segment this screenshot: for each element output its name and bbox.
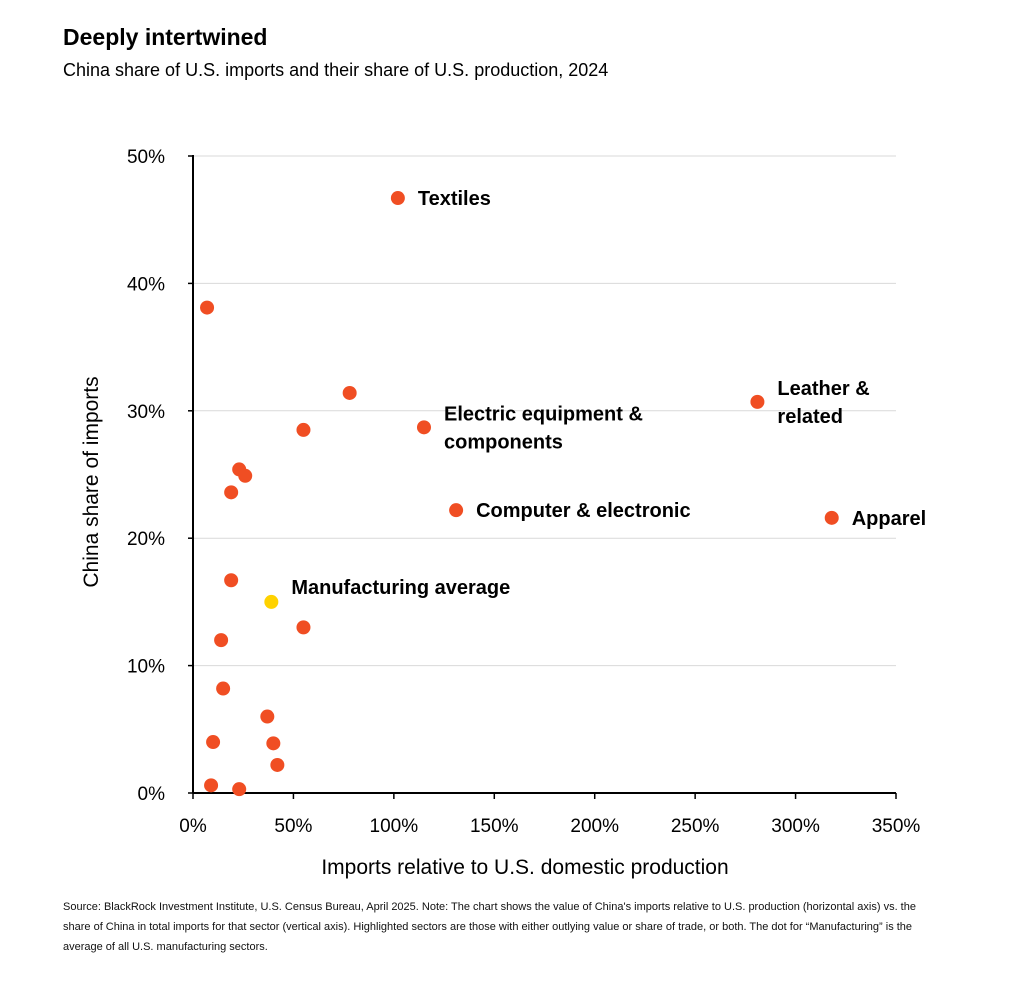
point-label: Textiles bbox=[418, 188, 491, 210]
data-point-5 bbox=[264, 594, 279, 609]
x-tick-label: 0% bbox=[179, 816, 207, 837]
data-point-2 bbox=[449, 503, 464, 518]
data-point-6 bbox=[200, 300, 215, 315]
source-footnote: Source: BlackRock Investment Institute, … bbox=[63, 901, 916, 953]
data-point-21 bbox=[232, 782, 247, 797]
y-tick-labels: 0% 10% 20% 30% 40% 50% bbox=[127, 147, 165, 805]
x-tick-label: 100% bbox=[370, 816, 419, 837]
x-tick-labels: 0% 50% 100% 150% 200% 250% 300% 350% bbox=[179, 816, 920, 837]
chart-title: Deeply intertwined bbox=[63, 24, 268, 50]
y-tick-label: 30% bbox=[127, 402, 165, 423]
data-point-19 bbox=[270, 757, 285, 772]
x-tick-label: 250% bbox=[671, 816, 720, 837]
data-point-13 bbox=[296, 620, 311, 635]
point-label: Electric equipment & components bbox=[444, 403, 643, 453]
point-label: Apparel bbox=[852, 508, 926, 530]
x-tick-label: 200% bbox=[570, 816, 619, 837]
x-tick-label: 350% bbox=[872, 816, 921, 837]
y-tick-label: 40% bbox=[127, 274, 165, 295]
data-point-18 bbox=[266, 736, 281, 751]
point-label: Computer & electronic bbox=[476, 500, 690, 522]
axes bbox=[188, 155, 897, 799]
scatter-chart: 0% 50% 100% 150% 200% 250% 300% 350% 0% 10% 20% 30… bbox=[80, 147, 926, 879]
data-point-17 bbox=[206, 735, 221, 750]
x-tick-label: 150% bbox=[470, 816, 519, 837]
data-point-15 bbox=[216, 681, 231, 696]
y-tick-label: 10% bbox=[127, 657, 165, 678]
data-point-1 bbox=[416, 420, 431, 435]
y-tick-label: 50% bbox=[127, 147, 165, 168]
gridlines bbox=[193, 155, 896, 667]
point-label: Leather & related bbox=[777, 378, 869, 428]
data-point-7 bbox=[342, 385, 357, 400]
data-points bbox=[200, 191, 839, 797]
x-tick-label: 300% bbox=[771, 816, 820, 837]
data-point-12 bbox=[224, 573, 239, 588]
data-point-10 bbox=[238, 468, 253, 483]
point-label: Manufacturing average bbox=[291, 577, 510, 599]
point-labels: Textiles Electric equipment & components Co… bbox=[291, 188, 926, 599]
y-tick-label: 0% bbox=[138, 784, 166, 805]
data-point-11 bbox=[224, 485, 239, 500]
data-point-16 bbox=[260, 709, 275, 724]
x-tick-label: 50% bbox=[274, 816, 312, 837]
data-point-3 bbox=[750, 394, 765, 409]
x-axis-title: Imports relative to U.S. domestic produc… bbox=[321, 856, 728, 879]
y-axis-title: China share of imports bbox=[80, 376, 103, 587]
data-point-4 bbox=[824, 510, 839, 525]
y-tick-label: 20% bbox=[127, 529, 165, 550]
data-point-8 bbox=[296, 422, 311, 437]
data-point-0 bbox=[390, 191, 405, 206]
data-point-20 bbox=[204, 778, 219, 793]
data-point-14 bbox=[214, 633, 229, 648]
chart-subtitle: China share of U.S. imports and their sh… bbox=[63, 60, 609, 80]
